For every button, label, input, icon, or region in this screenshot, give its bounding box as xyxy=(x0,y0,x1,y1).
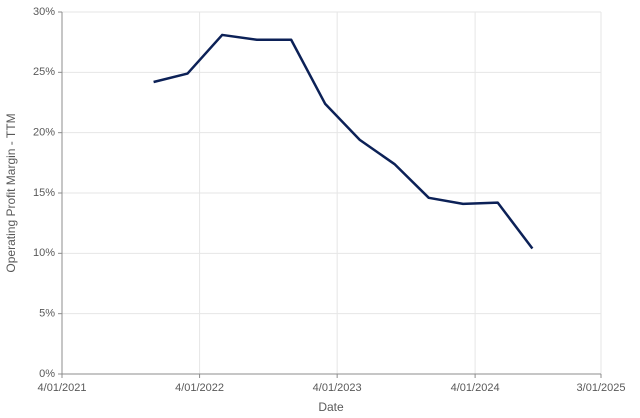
y-tick-label: 25% xyxy=(33,66,55,78)
line xyxy=(153,33,534,250)
x-tick-label: 4/01/2021 xyxy=(38,382,87,394)
x-tick-label: 4/01/2023 xyxy=(313,382,362,394)
y-tick-label: 0% xyxy=(39,368,55,380)
y-tick-label: 30% xyxy=(33,6,55,18)
x-tick-label: 4/01/2024 xyxy=(451,382,500,394)
y-tick-label: 15% xyxy=(33,187,55,199)
x-axis-label: Date xyxy=(318,400,344,414)
y-tick-label: 10% xyxy=(33,247,55,259)
y-tick-label: 20% xyxy=(33,127,55,139)
x-tick-label: 3/01/2025 xyxy=(577,382,626,394)
y-axis-label: Operating Profit Margin - TTM xyxy=(4,113,18,272)
y-tick-label: 5% xyxy=(39,308,55,320)
x-tick-label: 4/01/2022 xyxy=(175,382,224,394)
